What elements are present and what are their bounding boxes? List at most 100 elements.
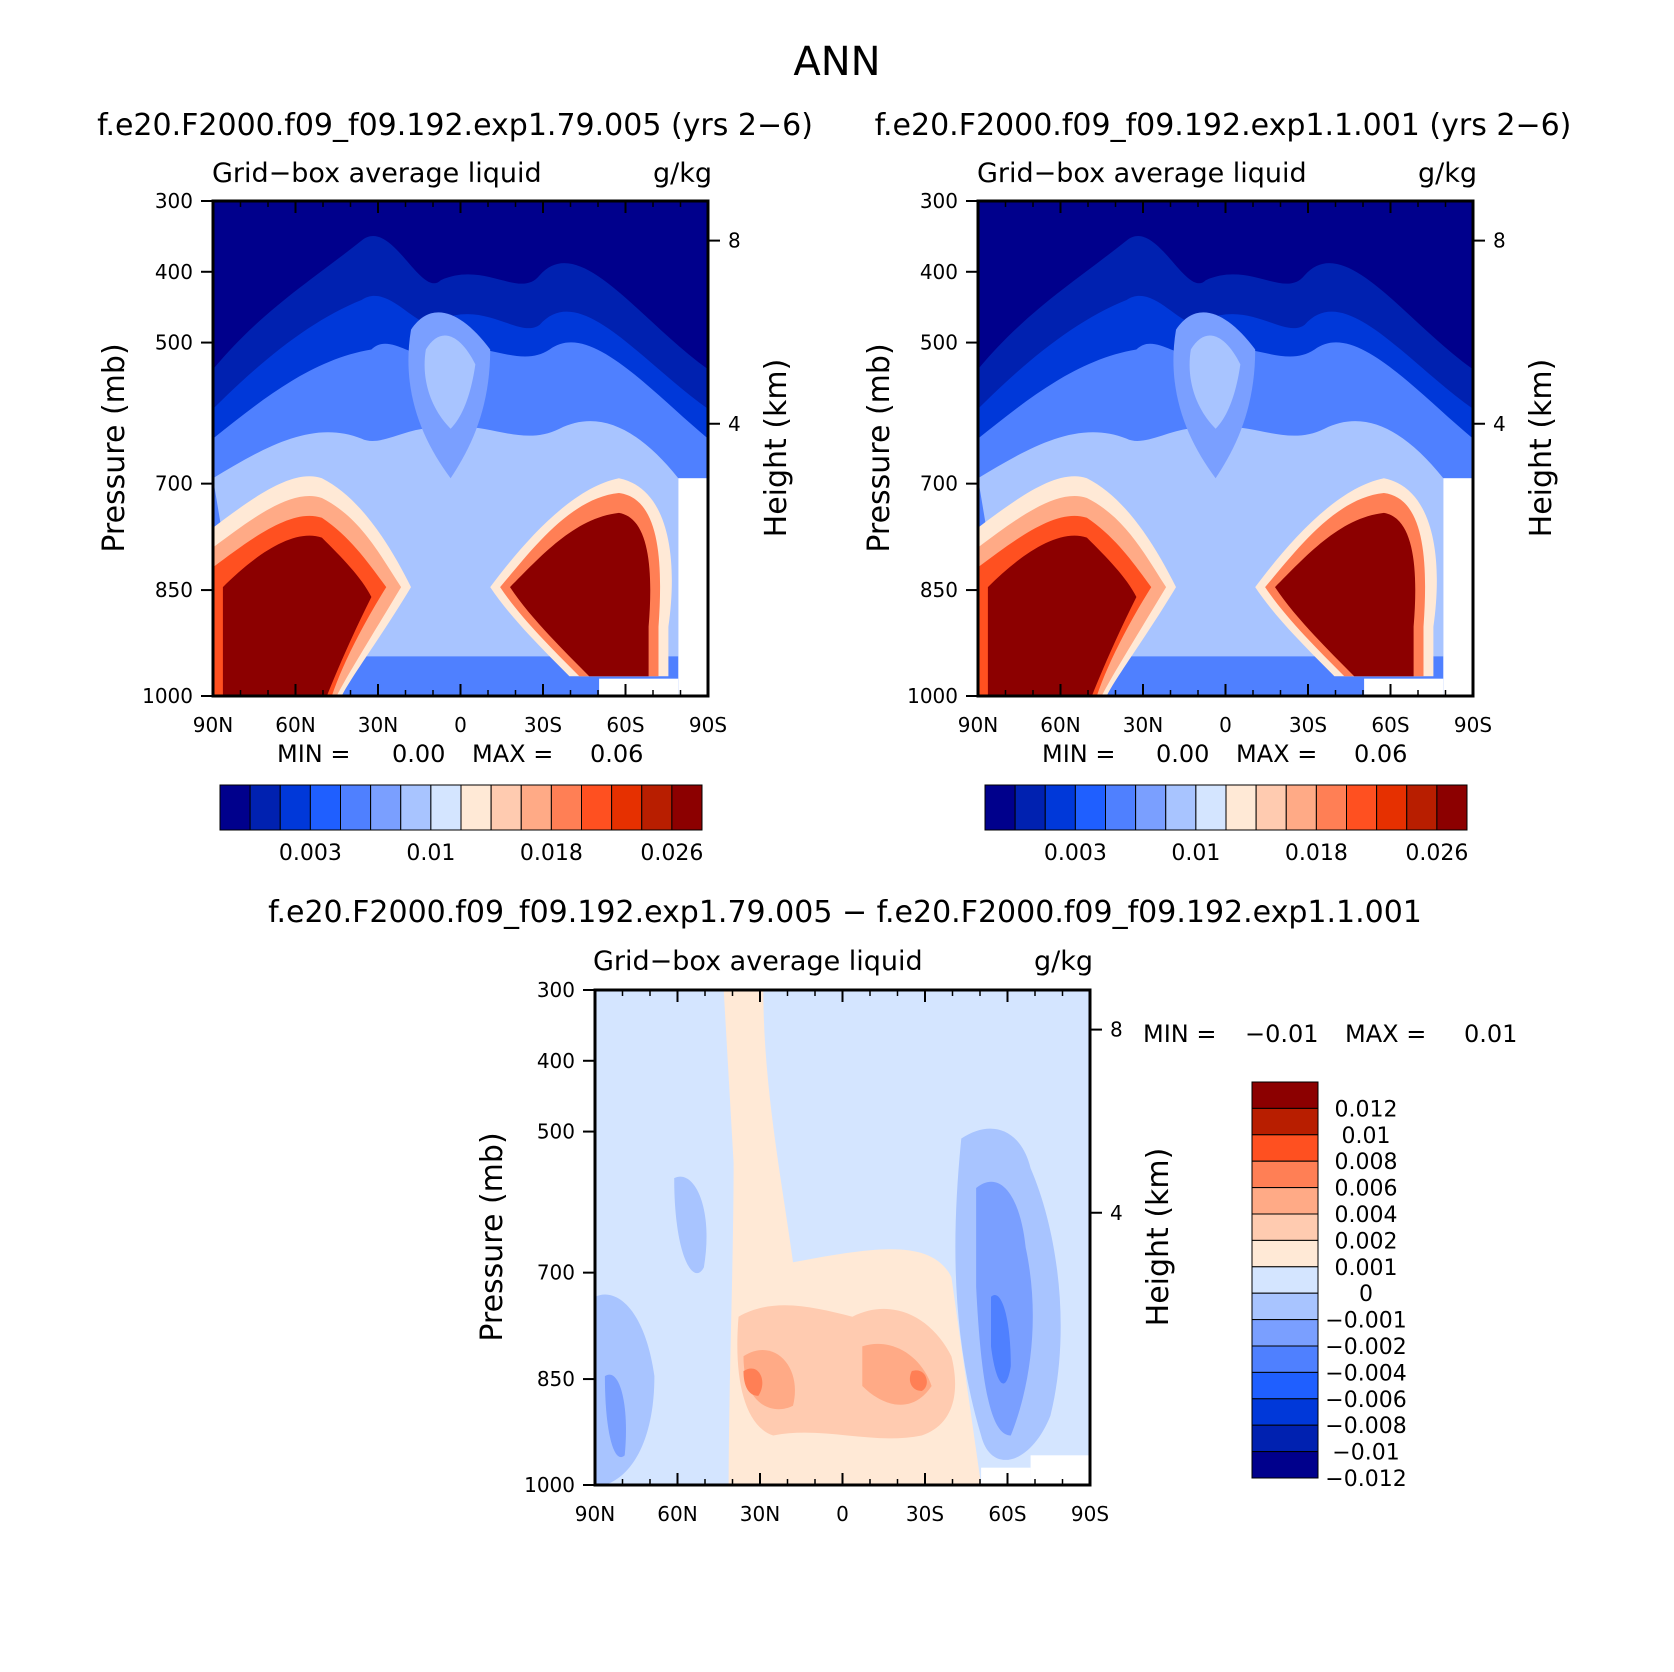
panel-2-xtick-label: 30S — [1289, 713, 1327, 737]
panel-2-colorbar-box — [1255, 784, 1287, 831]
panel-3-colorbar-box — [1251, 1292, 1319, 1321]
panel-1-max-value: 0.06 — [590, 740, 643, 768]
panel-1-left-string: Grid−box average liquid — [212, 158, 542, 189]
panel-2: f.e20.F2000.f09_f09.192.exp1.1.001 (yrs … — [862, 108, 1571, 866]
panel-2-max-value: 0.06 — [1354, 740, 1407, 768]
panel-1-ytick-label: 400 — [155, 260, 193, 284]
panel-2-colorbar: 0.003 0.01 0.018 0.026 — [984, 784, 1468, 866]
panel-2-ytick-label: 700 — [920, 472, 958, 496]
panel-1-colorbar: 0.003 0.01 0.018 0.026 — [219, 784, 703, 866]
panel-1-y2label: Height (km) — [759, 359, 794, 538]
panel-3-xtick-label: 30S — [906, 1502, 944, 1526]
panel-2-xtick-label: 0 — [1219, 713, 1232, 737]
panel-1-xtick-label: 90S — [689, 713, 727, 737]
panel-3-colorbar-box — [1251, 1319, 1319, 1347]
panel-2-colorbar-box — [1074, 784, 1106, 831]
panel-1-colorbar-box — [309, 784, 341, 831]
panel-2-ytick-label: 500 — [920, 331, 958, 355]
panel-3-title: f.e20.F2000.f09_f09.192.exp1.79.005 − f.… — [268, 895, 1422, 930]
panel-3-colorbar-box — [1251, 1107, 1319, 1136]
panel-3: f.e20.F2000.f09_f09.192.exp1.79.005 − f.… — [268, 895, 1517, 1526]
panel-1-xtick-label: 90N — [193, 713, 233, 737]
panel-1-ticks: 90N 60N 30N 0 30S 60S 90S 300 400 500 700 850 1000 8 4 — [142, 189, 741, 737]
panel-2-min-value: 0.00 — [1156, 740, 1209, 768]
panel-3-colorbar-box — [1251, 1081, 1319, 1109]
panel-3-colorbar-box — [1251, 1371, 1319, 1400]
panel-1-colorbar-box — [249, 784, 281, 831]
panel-1-units: g/kg — [653, 158, 712, 189]
panel-2-colorbar-box — [1044, 784, 1076, 831]
panel-3-colorbar-label: 0.012 — [1335, 1097, 1398, 1122]
panel-1-colorbar-box — [671, 784, 703, 831]
panel-3-xtick-label: 60N — [657, 1502, 697, 1526]
panel-3-colorbar-label: 0.01 — [1342, 1124, 1391, 1149]
panel-3-colorbar-label: 0.002 — [1335, 1229, 1398, 1254]
panel-2-max-label: MAX = — [1236, 740, 1317, 768]
panel-3-ytick-label: 400 — [537, 1049, 575, 1073]
panel-1-y2tick-label: 4 — [728, 412, 741, 436]
panel-2-colorbar-box — [1225, 784, 1257, 831]
panel-3-colorbar-box — [1251, 1187, 1319, 1215]
panel-1-colorbar-box — [279, 784, 311, 831]
panel-3-colorbar-box — [1251, 1213, 1319, 1241]
panel-3-colorbar-box — [1251, 1451, 1319, 1479]
panel-3-colorbar-box — [1251, 1266, 1319, 1294]
panel-3-y2tick-label: 8 — [1110, 1018, 1123, 1042]
panel-3-min-label: MIN = — [1143, 1020, 1216, 1048]
panel-1-xtick-label: 60S — [606, 713, 644, 737]
panel-2-ticks: 90N 60N 30N 0 30S 60S 90S 300 400 500 700 850 1000 8 4 — [907, 189, 1506, 737]
panel-1-colorbar-box — [340, 784, 372, 831]
panel-2-contour-field — [978, 201, 1473, 696]
panel-2-min-label: MIN = — [1042, 740, 1115, 768]
panel-3-xtick-label: 0 — [836, 1502, 849, 1526]
panel-1-y2tick-label: 8 — [728, 229, 741, 253]
panel-3-colorbar-label: −0.012 — [1325, 1467, 1406, 1492]
panel-3-ytick-label: 850 — [537, 1367, 575, 1391]
panel-1-colorbar-box — [219, 784, 251, 831]
panel-3-colorbar-box — [1251, 1239, 1319, 1268]
panel-2-colorbar-box — [1285, 784, 1317, 831]
panel-3-ticks: 90N 60N 30N 0 30S 60S 90S 300 400 500 700 850 1000 8 4 — [524, 978, 1123, 1526]
panel-2-xtick-label: 60N — [1040, 713, 1080, 737]
panel-2-y2label: Height (km) — [1524, 359, 1559, 538]
panel-2-y2tick-label: 4 — [1493, 412, 1506, 436]
panel-3-ytick-label: 500 — [537, 1120, 575, 1144]
panel-3-min-value: −0.01 — [1245, 1020, 1319, 1048]
panel-2-colorbar-label: 0.026 — [1405, 841, 1468, 866]
panel-3-ylabel: Pressure (mb) — [475, 1132, 510, 1341]
panel-2-colorbar-box — [1315, 784, 1347, 831]
panel-3-colorbar-label: 0.004 — [1335, 1203, 1398, 1228]
panel-3-colorbar: 0.0120.010.0080.0060.0040.0020.0010−0.00… — [1251, 1081, 1407, 1492]
panel-2-colorbar-box — [1406, 784, 1438, 831]
panel-1-contour-field — [213, 201, 708, 696]
panel-1-xtick-label: 60N — [275, 713, 315, 737]
panel-1-ytick-label: 700 — [155, 472, 193, 496]
panel-2-colorbar-box — [984, 784, 1016, 831]
panel-1-title: f.e20.F2000.f09_f09.192.exp1.79.005 (yrs… — [97, 108, 813, 143]
panel-3-ytick-label: 1000 — [524, 1473, 575, 1497]
panel-1-colorbar-box — [400, 784, 432, 831]
panel-3-colorbar-label: 0 — [1359, 1282, 1373, 1307]
panel-2-ytick-label: 400 — [920, 260, 958, 284]
panel-1-colorbar-box — [641, 784, 673, 831]
panel-1-colorbar-label: 0.01 — [406, 841, 455, 866]
panel-2-left-string: Grid−box average liquid — [977, 158, 1307, 189]
panel-3-xtick-label: 90S — [1071, 1502, 1109, 1526]
panel-3-colorbar-label: −0.006 — [1325, 1388, 1406, 1413]
panel-1-colorbar-label: 0.003 — [279, 841, 342, 866]
panel-1-colorbar-box — [520, 784, 552, 831]
panel-3-colorbar-box — [1251, 1398, 1319, 1426]
panel-3-contour-field — [595, 990, 1090, 1485]
panel-1-ytick-label: 500 — [155, 331, 193, 355]
panel-3-y2label: Height (km) — [1141, 1148, 1176, 1327]
panel-2-colorbar-box — [1014, 784, 1046, 831]
panel-2-title: f.e20.F2000.f09_f09.192.exp1.1.001 (yrs … — [875, 108, 1572, 143]
panel-1-colorbar-box — [460, 784, 492, 831]
panel-1-colorbar-label: 0.018 — [520, 841, 583, 866]
panel-3-xtick-label: 90N — [575, 1502, 615, 1526]
panel-1-xtick-label: 30N — [358, 713, 398, 737]
panel-3-colorbar-label: 0.008 — [1335, 1150, 1398, 1175]
panel-2-ytick-label: 1000 — [907, 684, 958, 708]
panel-3-colorbar-box — [1251, 1134, 1319, 1162]
